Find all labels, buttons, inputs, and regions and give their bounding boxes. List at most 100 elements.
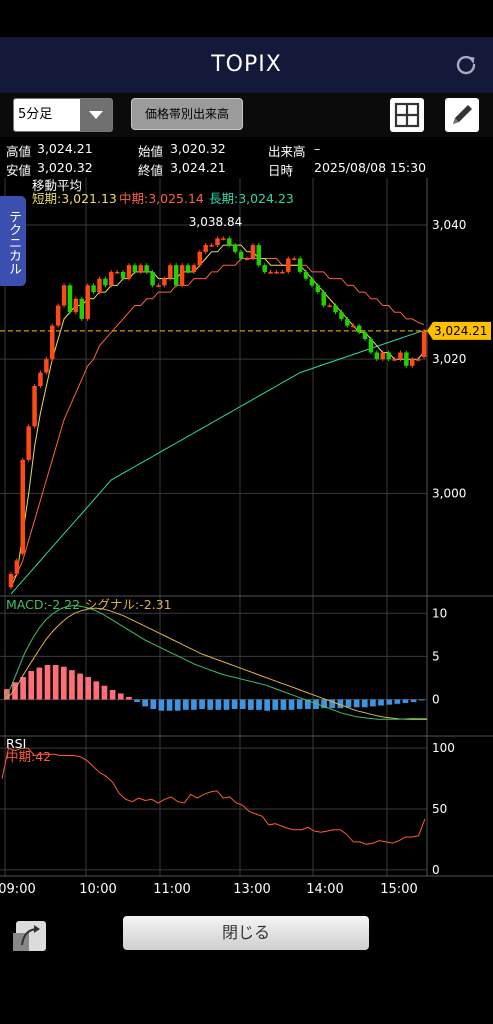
macd-tick-label: 10 (432, 606, 447, 620)
candle (197, 251, 203, 266)
refresh-icon[interactable] (453, 52, 479, 78)
candle (91, 285, 96, 293)
candle (291, 258, 297, 261)
period-select-value: 5分足 (18, 107, 53, 122)
macd-histogram-bar (402, 699, 409, 703)
candle (67, 285, 73, 313)
rsi-tick-label: 100 (432, 741, 455, 755)
candle (327, 305, 332, 307)
rsi-legend: 中期:42 (6, 749, 51, 764)
low-label: 安値 (6, 163, 32, 178)
technical-tab[interactable]: テクニカル (0, 196, 26, 286)
technical-tab-label: テクニカル (6, 210, 21, 275)
rsi-title: RSI (6, 736, 26, 751)
macd-histogram-bar (345, 699, 352, 708)
candle (156, 285, 161, 287)
low-value: 3,020.32 (37, 160, 93, 175)
period-select[interactable]: 5分足 (13, 98, 113, 132)
close-label: 終値 (138, 163, 164, 178)
price-axis: 3,040 3,020 3,000 3,024.21 3,038.84 (0, 215, 491, 500)
high-annotation: 3,038.84 (189, 215, 242, 229)
time-tick-label: 11:00 (153, 882, 190, 897)
high-label: 高値 (6, 144, 32, 159)
macd-histogram-bar (313, 699, 319, 709)
long-ma-line (10, 330, 425, 595)
page-title: TOPIX (211, 52, 282, 77)
candle (315, 285, 321, 293)
macd-histogram-bar (329, 699, 336, 709)
candle (392, 359, 397, 361)
candle (268, 271, 273, 274)
time-tick-label: 13:00 (233, 882, 270, 897)
grid-icon[interactable] (390, 98, 424, 132)
close-button[interactable]: 閉じる (123, 916, 369, 950)
candle (333, 305, 338, 313)
mid-ma-line (10, 258, 425, 581)
candle (126, 265, 132, 279)
macd-histogram-bar (36, 667, 43, 700)
candle (262, 265, 267, 272)
last-price-label: 3,024.21 (434, 324, 487, 338)
candle (232, 245, 238, 252)
time-tick-label: 15:00 (380, 882, 417, 897)
rsi-tick-label: 0 (432, 863, 440, 877)
candle (132, 265, 138, 272)
candle (350, 325, 356, 328)
app-header: TOPIX (0, 37, 493, 93)
ma-legend-item: 長期:3,024.23 (209, 191, 294, 206)
price-volume-button[interactable]: 価格帯別出来高 (131, 98, 243, 130)
macd-panel: 10 5 0 MACD:-2.22 シグナル:-2.31 (0, 595, 493, 720)
volume-label: 出来高 (268, 144, 306, 159)
macd-histogram-bar (361, 699, 368, 708)
chevron-down-icon (80, 99, 112, 131)
candle (368, 339, 374, 353)
macd-histogram-bar (117, 693, 124, 700)
candle (256, 245, 262, 266)
candle (61, 285, 67, 306)
candle (404, 352, 409, 366)
macd-histogram-bar (370, 699, 376, 707)
time-tick-label: 09:00 (0, 882, 36, 897)
candle (179, 265, 185, 286)
back-arrow-icon[interactable] (12, 917, 48, 953)
macd-histogram-bar (142, 699, 148, 707)
macd-histogram-bar (101, 685, 108, 700)
macd-histogram-bar (272, 699, 279, 710)
volume-value: – (314, 141, 321, 156)
price-tick-label: 3,040 (432, 218, 466, 232)
open-label: 始値 (138, 144, 164, 159)
macd-histogram-bar (20, 677, 26, 700)
candle (185, 265, 191, 272)
candle (303, 271, 309, 279)
macd-histogram-bar (207, 699, 214, 710)
signal-legend: シグナル:-2.31 (85, 597, 172, 612)
macd-histogram-bar (386, 699, 393, 705)
candle (203, 245, 208, 252)
macd-histogram-bar (77, 673, 83, 700)
candle (32, 386, 37, 427)
macd-histogram-bar (223, 699, 230, 710)
macd-histogram-bar (166, 699, 173, 711)
pen-icon[interactable] (445, 98, 479, 132)
open-value: 3,020.32 (170, 141, 226, 156)
macd-histogram-bar (109, 690, 116, 700)
candle (138, 265, 144, 272)
candle (144, 265, 149, 272)
macd-line (3, 604, 427, 720)
candle (109, 271, 114, 286)
macd-histogram-bar (12, 682, 18, 700)
time-tick-label: 14:00 (306, 882, 343, 897)
macd-histogram-bar (248, 699, 254, 710)
ma-legend-title: 移動平均 (32, 178, 82, 193)
macd-histogram-bar (321, 699, 327, 709)
high-value: 3,024.21 (37, 141, 93, 156)
macd-histogram-bar (304, 699, 311, 709)
macd-histogram-bar (239, 699, 246, 709)
candle (321, 292, 326, 306)
macd-histogram-bar (150, 699, 157, 709)
datetime-value: 2025/08/08 15:30 (314, 160, 427, 175)
macd-histogram-bar (199, 699, 205, 709)
